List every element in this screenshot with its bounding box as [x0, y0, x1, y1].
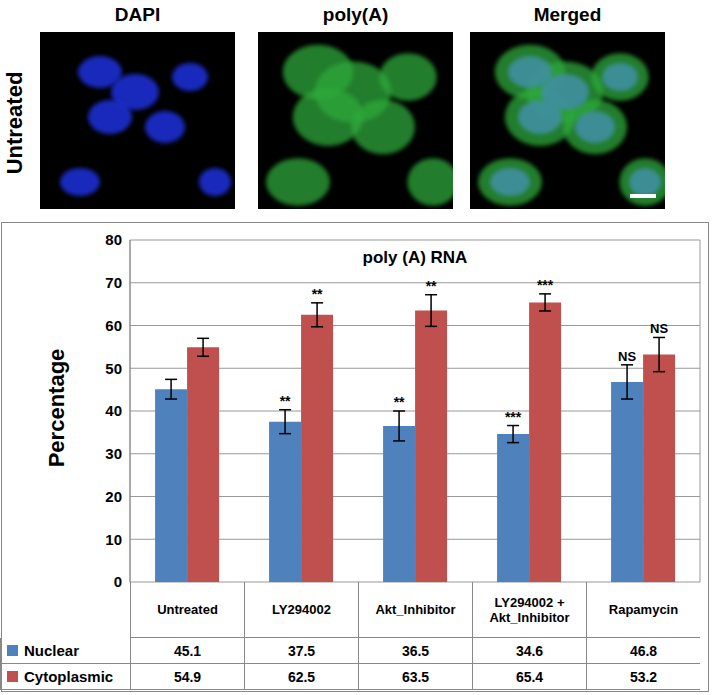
html-text:65.4: 65.4 — [515, 668, 544, 685]
html-text:37.5: 37.5 — [287, 642, 316, 659]
svg-text:NS: NS — [618, 349, 636, 364]
html-text:53.2: 53.2 — [629, 668, 658, 685]
svg-text:0: 0 — [114, 573, 122, 590]
html-text:poly(A): poly(A) — [322, 4, 389, 25]
html-text:Untreated: Untreated — [157, 602, 218, 617]
svg-text:NS: NS — [650, 321, 668, 336]
html-text:LY294002: LY294002 — [272, 602, 331, 617]
svg-text:**: ** — [426, 278, 437, 294]
html-text:46.8: 46.8 — [629, 642, 658, 659]
html-text:Akt_Inhibitor: Akt_Inhibitor — [375, 602, 456, 617]
svg-text:***: *** — [537, 277, 554, 293]
html-text:45.1: 45.1 — [173, 642, 202, 659]
html-text:Cytoplasmic: Cytoplasmic — [24, 668, 114, 685]
svg-text:20: 20 — [105, 488, 122, 505]
svg-text:30: 30 — [105, 445, 122, 462]
html-text:62.5: 62.5 — [287, 668, 316, 685]
html-text:poly (A) RNA: poly (A) RNA — [362, 248, 468, 267]
svg-text:**: ** — [312, 286, 323, 302]
html-text:63.5: 63.5 — [401, 668, 430, 685]
svg-text:***: *** — [505, 409, 522, 425]
html-text:DAPI: DAPI — [114, 4, 161, 25]
svg-text:60: 60 — [105, 317, 122, 334]
html-text:Nuclear: Nuclear — [24, 642, 79, 659]
svg-text:80: 80 — [105, 231, 122, 248]
html-text:Percentage: Percentage — [44, 348, 69, 468]
svg-text:**: ** — [280, 393, 291, 409]
html-text:Untreated: Untreated — [2, 71, 27, 175]
svg-text:40: 40 — [105, 402, 122, 419]
svg-text:10: 10 — [105, 531, 122, 548]
html-text:LY294002 + Akt_Inhibitor: LY294002 + Akt_Inhibitor — [489, 594, 570, 625]
html-text:36.5: 36.5 — [401, 642, 430, 659]
svg-text:50: 50 — [105, 360, 122, 377]
html-text:Merged: Merged — [533, 4, 602, 25]
svg-text:70: 70 — [105, 274, 122, 291]
html-text:Rapamycin: Rapamycin — [608, 602, 679, 617]
html-text:54.9: 54.9 — [173, 668, 202, 685]
html-text:34.6: 34.6 — [515, 642, 544, 659]
svg-text:**: ** — [394, 394, 405, 410]
